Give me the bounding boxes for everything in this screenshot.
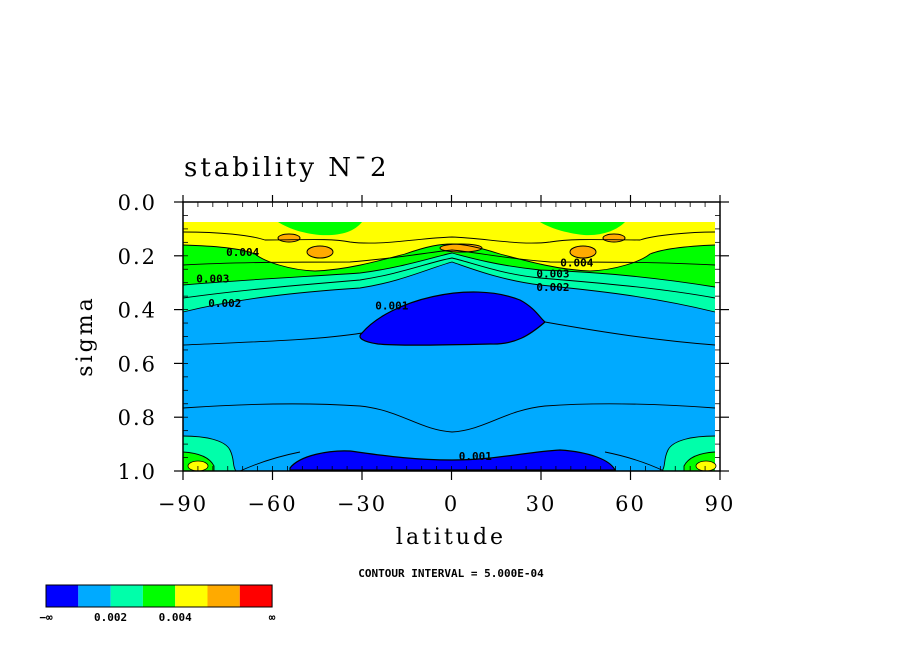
fill-orange-4 [569,245,597,259]
contour-corner-right-2 [683,451,716,471]
contour-0.0035 [182,249,716,266]
contour-label: 0.001 [459,450,492,463]
contour-lower-1 [182,403,716,433]
contour-label: 0.004 [560,257,593,270]
x-tick-label: −60 [247,492,297,516]
minor-ticks [182,201,721,472]
x-tick-label: −30 [337,492,387,516]
contour-0.0015-right [544,321,716,346]
colorbar-swatch [239,585,273,607]
contour-0.0025 [182,257,716,299]
colorbar-swatch [110,585,143,607]
y-axis: 0.0 0.2 0.4 0.6 0.8 1.0 [118,191,729,484]
contour-0.0015-left [182,332,363,346]
x-tick-label: −90 [158,492,208,516]
y-tick-label: 0.4 [118,299,157,323]
colorbar-swatch [46,585,79,607]
contour-label: 0.003 [196,273,229,286]
fill-orange-1 [277,233,301,243]
x-axis-label: latitude [396,525,506,550]
fill-green-top-left [278,222,362,236]
chart-title: stability N¯2 [184,153,390,183]
fill-orange-2 [306,245,334,259]
contour-corner-right [661,435,716,472]
contour-interval-text: CONTOUR INTERVAL = 5.000E-04 [358,567,544,580]
colorbar-swatch [175,585,208,607]
contour-label: 0.004 [226,246,259,259]
colorbar-frame [45,584,273,608]
x-tick-label: 90 [705,492,736,516]
colorbar-swatch [78,585,111,607]
colorbar: −∞ 0.002 0.004 ∞ [39,584,276,624]
contour-corner-left [182,435,237,472]
y-tick-label: 0.0 [118,191,157,215]
x-axis: −90 −60 −30 0 30 60 90 [158,195,736,516]
contour-label: 0.002 [536,281,569,294]
contour-0.0045 [182,231,716,244]
contour-0.002 [182,261,716,313]
fill-orange-5 [602,233,626,243]
x-tick-label: 0 [444,492,459,516]
y-tick-label: 0.6 [118,352,157,376]
y-tick-label: 1.0 [118,460,157,484]
colorbar-label: ∞ [269,611,276,624]
y-tick-label: 0.2 [118,245,157,269]
colorbar-label: 0.004 [159,611,192,624]
colorbar-swatch [207,585,240,607]
contour-lower-left [239,451,301,472]
x-tick-label: 60 [615,492,646,516]
y-tick-label: 0.8 [118,406,157,430]
fill-corner-right-3 [695,460,717,472]
y-axis-label: sigma [73,295,98,376]
contour-lower-right [604,451,665,472]
colorbar-label: 0.002 [94,611,127,624]
contour-label: 0.001 [375,300,408,313]
contour-label: 0.003 [536,267,569,280]
contour-label: 0.002 [208,297,241,310]
colorbar-label: −∞ [39,611,53,624]
x-tick-label: 30 [526,492,557,516]
contour-0.003 [182,252,716,288]
colorbar-swatch [142,585,176,607]
fill-deep-blue-lower [289,449,616,471]
fill-deep-blue-upper [359,291,546,346]
contour-corner-left-2 [182,451,215,471]
contour-0.004 [182,243,716,272]
contour-lines [182,231,716,472]
fill-green-top-right [540,222,625,236]
